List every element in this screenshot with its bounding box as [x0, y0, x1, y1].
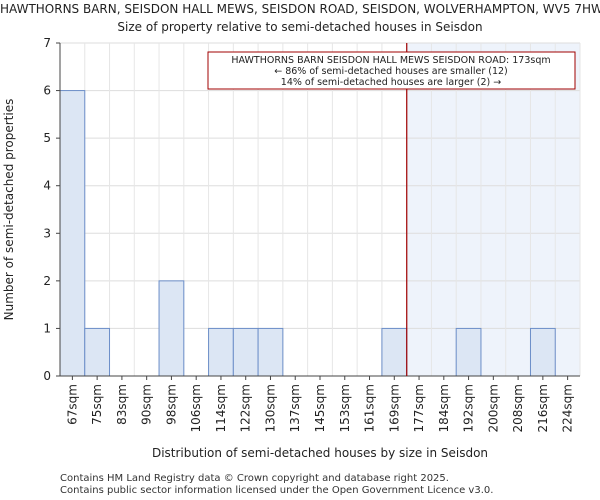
annotation-line: HAWTHORNS BARN SEISDON HALL MEWS SEISDON…: [231, 55, 550, 66]
annotation-line: 14% of semi-detached houses are larger (…: [281, 77, 501, 88]
x-tick-label: 83sqm: [115, 384, 129, 425]
bar: [232, 327, 259, 377]
footer-licence: Contains public sector information licen…: [60, 485, 494, 496]
y-tick-label: 0: [43, 369, 51, 383]
x-tick-label: 67sqm: [65, 384, 79, 425]
bar: [208, 327, 234, 377]
y-tick-label: 3: [43, 226, 51, 240]
y-tick-label: 2: [43, 274, 51, 288]
x-tick-label: 224sqm: [561, 384, 575, 432]
x-tick-label: 200sqm: [486, 384, 500, 432]
y-tick-label: 5: [43, 131, 51, 145]
x-tick-label: 161sqm: [363, 384, 377, 432]
x-tick-label: 153sqm: [338, 384, 352, 432]
x-tick-label: 145sqm: [313, 384, 327, 432]
x-tick-label: 208sqm: [511, 384, 525, 432]
annotation-box: [207, 51, 576, 90]
chart-canvas: 0 1 2 3 4 5 6 7 67sqm 75sqm 83sqm 90sqm 98sqm 106sqm 1…: [2, 36, 581, 460]
x-tick-label: 90sqm: [140, 384, 154, 425]
x-tick-label: 114sqm: [214, 384, 228, 432]
x-tick-label: 75sqm: [90, 384, 104, 425]
bar: [59, 90, 86, 377]
bar: [381, 327, 408, 377]
x-tick-label: 192sqm: [462, 384, 476, 432]
x-tick-label: 130sqm: [263, 384, 277, 432]
x-axis-title: Distribution of semi-detached houses by …: [152, 446, 488, 460]
x-tick-label: 184sqm: [437, 384, 451, 432]
x-tick-label: 216sqm: [536, 384, 550, 432]
x-tick-label: 177sqm: [412, 384, 426, 432]
x-tick-label: 106sqm: [189, 384, 203, 432]
x-tick-label: 98sqm: [164, 384, 178, 425]
bar: [158, 280, 185, 377]
y-tick-label: 1: [43, 321, 51, 335]
y-tick-label: 4: [43, 179, 51, 193]
x-tick-label: 122sqm: [239, 384, 253, 432]
chart-title: HAWTHORNS BARN, SEISDON HALL MEWS, SEISD…: [0, 2, 600, 16]
x-tick-label: 137sqm: [288, 384, 302, 432]
bar: [529, 327, 556, 377]
bar: [257, 327, 284, 377]
x-tick-label: 169sqm: [387, 384, 401, 432]
y-axis-title: Number of semi-detached properties: [2, 99, 16, 321]
y-tick-label: 7: [43, 36, 51, 50]
annotation-line: ← 86% of semi-detached houses are smalle…: [274, 66, 508, 77]
chart-subtitle: Size of property relative to semi-detach…: [117, 20, 483, 34]
bar: [84, 327, 111, 377]
bar: [455, 327, 482, 377]
highlight-region: [406, 43, 580, 376]
y-tick-label: 6: [43, 84, 51, 98]
footer-copyright: Contains HM Land Registry data © Crown c…: [60, 473, 449, 484]
